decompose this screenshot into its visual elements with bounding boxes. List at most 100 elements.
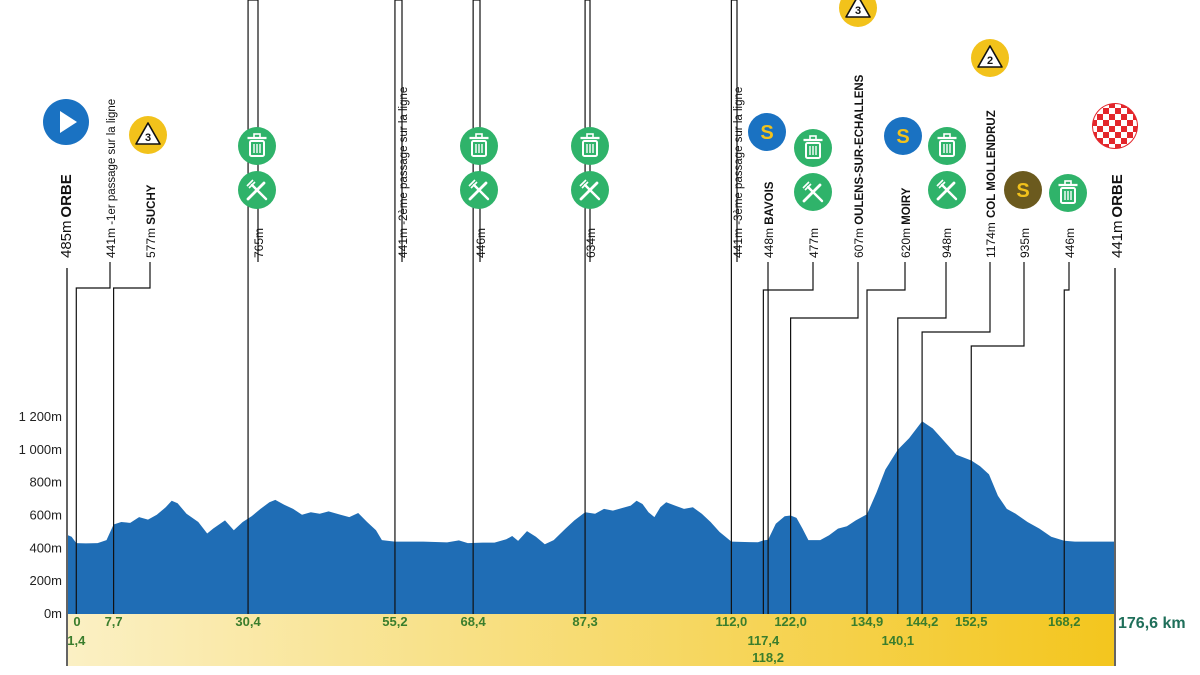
climb-cat-3-icon: 3 <box>839 0 877 27</box>
waypoint-altitude: 448m <box>762 228 776 258</box>
location-name: ORBE <box>58 174 75 217</box>
food-icon-knife <box>802 183 822 203</box>
food-icon-fork <box>472 183 490 201</box>
km-label: 168,2 <box>1048 614 1081 629</box>
finish-checker-square <box>1109 108 1115 114</box>
finish-checker-square <box>1133 132 1137 138</box>
leader-line <box>75 262 111 614</box>
trash-icon <box>794 129 832 167</box>
sprint-icon-letter: S <box>896 126 909 148</box>
finish-checker-square <box>1121 108 1127 114</box>
finish-checker-square <box>1133 144 1137 148</box>
waypoint-icon-group <box>1092 103 1138 149</box>
waypoint-altitude: 620m <box>899 228 913 258</box>
food-icon-fork <box>250 183 268 201</box>
location-name: COL MOLLENDRUZ <box>986 110 998 218</box>
sprint-icon-letter: S <box>760 122 773 144</box>
finish-flag-icon <box>1092 103 1138 149</box>
finish-checker <box>1093 104 1137 148</box>
finish-checker-square <box>1127 114 1133 120</box>
food-icon-tines <box>246 179 256 189</box>
location-name: ORBE <box>1109 174 1126 217</box>
finish-checker-square <box>1093 104 1097 108</box>
leader-line <box>1063 262 1070 614</box>
trash-icon <box>1049 174 1087 212</box>
finish-checker-square <box>1109 120 1115 126</box>
waypoint-icon-group: 3 <box>839 0 877 27</box>
food-icon-fork <box>583 183 601 201</box>
waypoint-altitude: 441m <box>396 228 410 258</box>
finish-checker-square <box>1103 138 1109 144</box>
sprint-icon-bg <box>1004 171 1042 209</box>
food-icon-knife <box>246 181 266 201</box>
km-label: 152,5 <box>955 614 988 629</box>
waypoint-icon-group: S <box>884 117 922 155</box>
trash-icon-body <box>249 140 265 157</box>
leader-line <box>790 262 859 614</box>
finish-checker-square <box>1115 126 1121 132</box>
y-tick-label: 600m <box>29 507 62 522</box>
food-icon <box>928 171 966 209</box>
finish-checker-square <box>1103 114 1109 120</box>
finish-checker-square <box>1121 120 1127 126</box>
climb-triangle <box>977 45 1003 68</box>
y-tick-label: 1 200m <box>19 409 62 424</box>
sprint-icon-bg <box>884 117 922 155</box>
food-icon-knife <box>936 181 956 201</box>
sprint-icon: S <box>884 117 922 155</box>
leader-line <box>897 262 947 614</box>
km-label: 122,0 <box>774 614 807 629</box>
food-icon-knife <box>468 181 488 201</box>
y-tick-label: 1 000m <box>19 442 62 457</box>
finish-checker-square <box>1097 132 1103 138</box>
km-label: 118,2 <box>752 650 784 665</box>
km-label: 144,2 <box>906 614 939 629</box>
km-label: 1,4 <box>67 633 86 648</box>
km-label: 55,2 <box>382 614 407 629</box>
trash-icon <box>571 127 609 165</box>
finish-checker-square <box>1093 114 1097 120</box>
waypoint-altitude: 577m <box>144 228 158 258</box>
y-tick-label: 400m <box>29 540 62 555</box>
finish-checker-square <box>1115 114 1121 120</box>
trash-icon-body <box>805 142 821 159</box>
finish-checker-square <box>1097 108 1103 114</box>
km-label: 7,7 <box>105 614 123 629</box>
total-distance-label: 176,6 km <box>1118 615 1186 632</box>
food-icon-fork <box>940 183 958 201</box>
food-icon <box>460 171 498 209</box>
line-passage-label: -2ème passage sur la ligne <box>398 87 410 225</box>
waypoint-icon-group: S <box>748 113 786 151</box>
leader-line <box>970 262 1025 614</box>
km-label: 68,4 <box>460 614 486 629</box>
waypoint-altitude: 441m <box>104 228 118 258</box>
trash-icon-handle <box>475 133 483 139</box>
trash-icon-handle <box>809 135 817 141</box>
elevation-profile <box>66 268 1116 666</box>
waypoint-altitude: 634m <box>584 228 598 258</box>
waypoint-icon-group <box>43 99 89 145</box>
km-label: 112,0 <box>715 614 747 629</box>
climb-category-label: 3 <box>855 5 861 17</box>
finish-checker-square <box>1093 126 1097 132</box>
leader-line <box>762 262 769 614</box>
km-label: 134,9 <box>851 614 884 629</box>
km-band <box>68 614 1114 666</box>
leader-line <box>767 262 814 614</box>
trash-icon-body <box>582 140 598 157</box>
profile-area <box>68 421 1114 614</box>
y-tick-label: 200m <box>29 573 62 588</box>
leader-line <box>113 262 151 614</box>
y-axis: 0m 200m 400m 600m 800m 1 000m 1 200m <box>19 409 62 621</box>
sprint-icon-letter: S <box>1016 180 1029 202</box>
km-label: 140,1 <box>882 633 915 648</box>
climb-cat-2-icon: 2 <box>971 39 1009 77</box>
waypoint-altitude: 607m <box>852 228 866 258</box>
sprint-icon: S <box>748 113 786 151</box>
waypoint-leader-lines <box>75 0 1070 614</box>
waypoint-icon-group <box>1049 174 1087 212</box>
finish-checker-square <box>1133 120 1137 126</box>
food-icon-tines <box>936 179 946 189</box>
start-icon-arrow <box>60 111 77 133</box>
